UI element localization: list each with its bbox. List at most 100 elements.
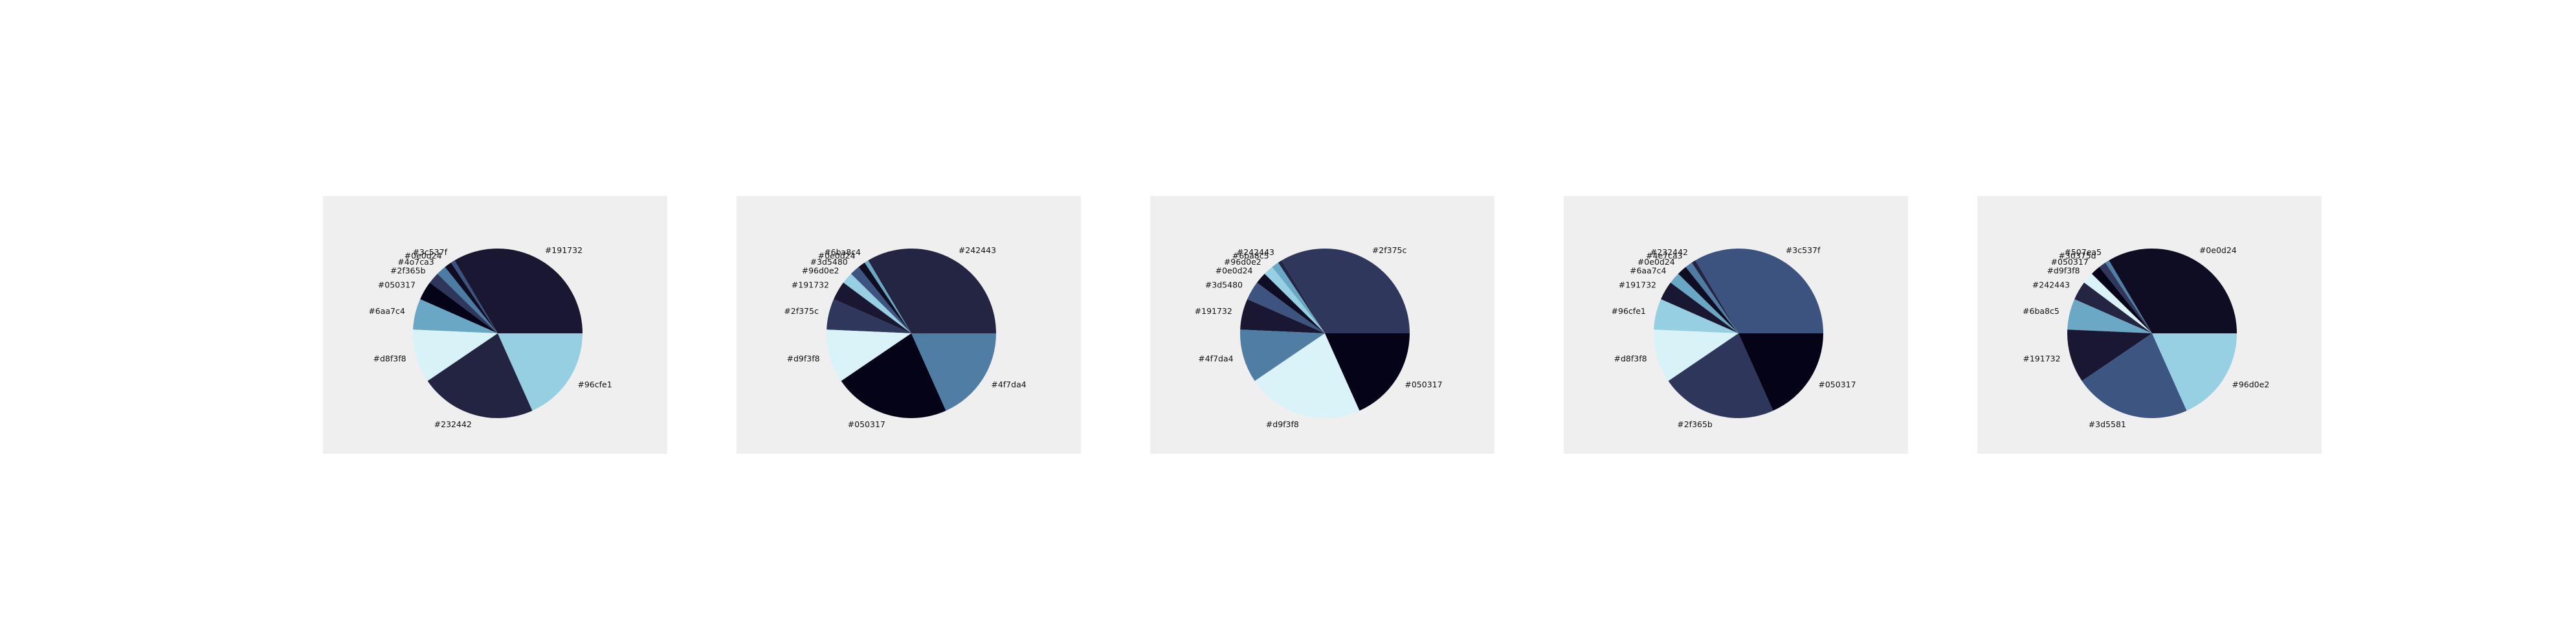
slice-label: #050317 <box>1818 379 1856 389</box>
pie-slice <box>450 260 498 333</box>
slice-label: #2f375c <box>1372 245 1407 255</box>
pie-chart-1: #191732 #3c537f#0e0d24#4o7ca3#2f365b #0503… <box>368 245 612 429</box>
slice-label: #96cfe1 <box>1612 306 1646 316</box>
slice-label: #232442 <box>434 419 472 429</box>
pie-slice <box>827 299 911 333</box>
pie-slice <box>1670 273 1738 333</box>
pie-slice <box>827 329 911 381</box>
pie-slice <box>1654 329 1738 381</box>
slice-label: #191732 <box>1619 280 1656 289</box>
slice-label: #0e0d24 <box>405 251 442 261</box>
pie-slice <box>1685 262 1738 333</box>
slice-label: #96d0e2 <box>1224 257 1261 267</box>
pie-slice <box>1247 282 1325 333</box>
slice-label: #6aa7c4 <box>368 306 405 316</box>
pie-slice <box>1254 333 1360 418</box>
pie-slice <box>413 299 498 333</box>
slice-label: #96cfe1 <box>577 379 612 389</box>
pie-slice <box>1264 267 1325 333</box>
slice-label: #050317 <box>848 419 885 429</box>
slice-label: #0e0d24 <box>2199 245 2237 255</box>
slice-label: #191732 <box>545 245 583 255</box>
pie-slice <box>1278 260 1325 333</box>
pie-slice <box>1654 299 1738 333</box>
slice-label: #4e7ca3 <box>1646 251 1683 261</box>
slice-label: #3d5480 <box>810 257 848 267</box>
slice-label: #242443 <box>2032 280 2070 289</box>
pie-chart-panel-4: #3c537f #232442 #4e7ca3 #0e0d24 #6aa7c4 #1917… <box>1564 196 1908 454</box>
pie-chart-panel-2: #242443 #6ba8c4 #0e0d24 #3d5480 #96d0e2 #1917… <box>737 196 1081 454</box>
slice-label: #3d5581 <box>2089 419 2126 429</box>
pie-slice <box>427 333 533 418</box>
pie-chart-panel-1: #191732 #3c537f #0e0d24 #4o7ca3 #2f365b #0503… <box>323 196 667 454</box>
slice-label: #d8f3f8 <box>1614 354 1647 364</box>
pie-chart-3: #2f375c #242443#6ba8c5#96d0e2#0e0d24 #3d54… <box>1195 245 1443 429</box>
pie-chart-2: #242443 #6ba8c4#0e0d24#3d5480#96d0e2 #1917… <box>784 245 1026 429</box>
slice-label: #2f365b <box>1677 419 1713 429</box>
pie-chart-4: #3c537f #232442#4e7ca3#0e0d24#6aa7c4 #1917… <box>1612 245 1856 429</box>
slice-label: #2f375c <box>784 306 819 316</box>
pie-slice <box>413 329 498 381</box>
pie-slice <box>1282 248 1410 333</box>
pie-slice <box>2074 282 2152 333</box>
pie-chart-panel-3: #2f375c #242443 #6ba8c5 #96d0e2 #0e0d24 #3d54… <box>1150 196 1494 454</box>
slice-label: #d9f3f8 <box>2047 266 2080 276</box>
pie-slice <box>1678 267 1738 333</box>
pie-slice <box>1661 282 1738 333</box>
pie-slice <box>868 248 996 333</box>
pie-slice <box>2083 273 2152 333</box>
slice-label: #242443 <box>959 245 996 255</box>
slice-label: #191732 <box>1195 306 1232 316</box>
pie-chart-5: #0e0d24 #507ea5#30375d#050317#d9f3f8 #2424… <box>2023 245 2269 429</box>
slice-label: #4f7da4 <box>1198 354 1233 364</box>
slice-label: #0e0d24 <box>818 251 856 261</box>
pie-slice <box>1695 248 1823 333</box>
pie-slice <box>2091 267 2152 333</box>
slice-label: #242443 <box>1237 247 1274 257</box>
pie-slice <box>1240 299 1325 333</box>
pie-slice <box>834 282 911 333</box>
slice-label: #96d0e2 <box>802 266 839 276</box>
pie-slice <box>2109 248 2237 333</box>
slice-label: #0e0d24 <box>1216 266 1253 276</box>
slice-label: #507ea5 <box>2064 247 2102 257</box>
pie-slice <box>429 273 498 333</box>
pie-slice <box>1272 262 1325 333</box>
slice-label: #4f7da4 <box>991 379 1026 389</box>
pie-slice <box>1256 273 1325 333</box>
pie-slice <box>2152 333 2237 411</box>
slice-label: #050317 <box>2051 257 2089 267</box>
pie-slice <box>850 267 911 333</box>
slice-label: #6ba8c5 <box>2023 306 2060 316</box>
slice-label: #191732 <box>792 280 829 289</box>
slice-label: #050317 <box>378 280 416 289</box>
pie-slice <box>1240 329 1325 381</box>
slice-label: #d9f3f8 <box>1266 419 1299 429</box>
pie-slice <box>1325 333 1410 411</box>
pie-slice <box>454 248 583 333</box>
slice-label: #d9f3f8 <box>787 354 820 364</box>
slice-label: #d8f3f8 <box>373 354 406 364</box>
pie-slice <box>1668 333 1773 418</box>
slice-label: #050317 <box>1405 379 1442 389</box>
slice-label: #3c537f <box>412 247 447 257</box>
slice-label: #232442 <box>1650 247 1688 257</box>
pie-slice <box>1738 333 1823 411</box>
pie-slice <box>2067 299 2152 333</box>
pie-slice <box>841 333 946 418</box>
pie-slice <box>445 262 498 333</box>
pie-chart-panel-5: #0e0d24 #507ea5 #30375d #050317 #d9f3f8 #2424… <box>1977 196 2322 454</box>
pie-slice <box>420 282 498 333</box>
slice-label: #96d0e2 <box>2232 379 2269 389</box>
slice-label: #4o7ca3 <box>397 257 434 267</box>
slice-label: #3c537f <box>1786 245 1821 255</box>
pie-slice <box>498 333 583 411</box>
pie-slice <box>2099 262 2152 333</box>
pie-slice <box>437 267 498 333</box>
slice-label: #2f365b <box>390 266 426 276</box>
slice-label: #6ba8c5 <box>1232 251 1269 261</box>
slice-label: #191732 <box>2023 354 2060 364</box>
pie-slice <box>1691 260 1738 333</box>
slice-label: #6aa7c4 <box>1630 266 1667 276</box>
slice-label: #0e0d24 <box>1638 257 1675 267</box>
